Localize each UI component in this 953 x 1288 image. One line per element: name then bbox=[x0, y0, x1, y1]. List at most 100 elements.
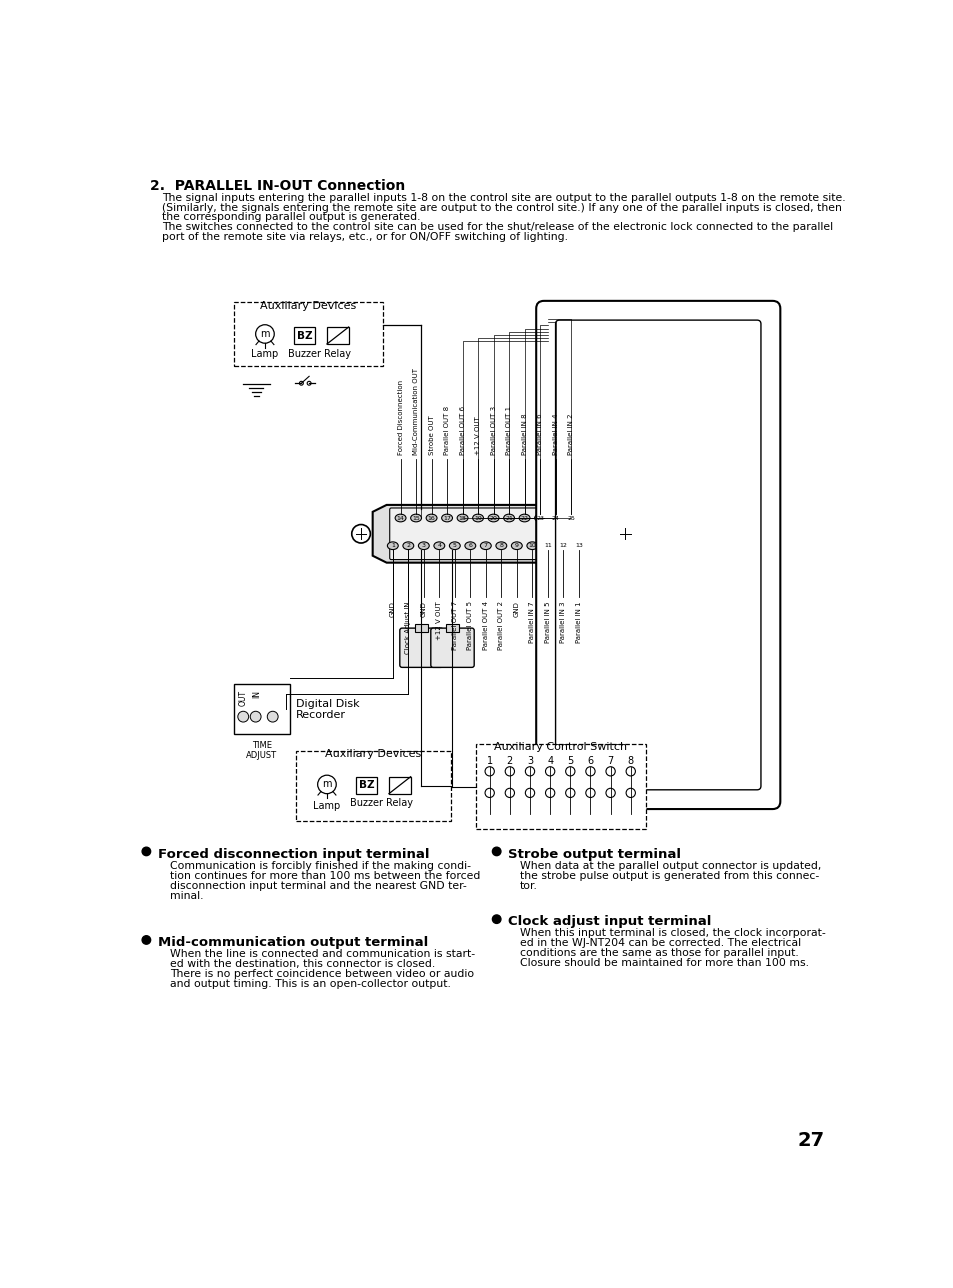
Text: Mid-Communication OUT: Mid-Communication OUT bbox=[413, 368, 418, 455]
Text: Parallel OUT 7: Parallel OUT 7 bbox=[452, 601, 457, 650]
Text: IN: IN bbox=[253, 690, 261, 698]
Ellipse shape bbox=[542, 542, 553, 550]
Text: Parallel IN 6: Parallel IN 6 bbox=[537, 413, 542, 455]
Text: 2: 2 bbox=[406, 544, 410, 549]
Ellipse shape bbox=[503, 514, 514, 522]
Circle shape bbox=[492, 914, 500, 923]
Text: port of the remote site via relays, etc., or for ON/OFF switching of lighting.: port of the remote site via relays, etc.… bbox=[162, 232, 567, 242]
Ellipse shape bbox=[472, 514, 483, 522]
Text: The signal inputs entering the parallel inputs 1-8 on the control site are outpu: The signal inputs entering the parallel … bbox=[162, 193, 844, 204]
Circle shape bbox=[142, 935, 151, 944]
Text: Parallel OUT 4: Parallel OUT 4 bbox=[482, 601, 488, 650]
FancyBboxPatch shape bbox=[399, 629, 443, 667]
Text: 1: 1 bbox=[486, 756, 493, 766]
Ellipse shape bbox=[387, 542, 397, 550]
Text: 12: 12 bbox=[558, 544, 567, 549]
FancyBboxPatch shape bbox=[431, 629, 474, 667]
Text: conditions are the same as those for parallel input.: conditions are the same as those for par… bbox=[519, 948, 798, 958]
Text: 8: 8 bbox=[627, 756, 633, 766]
Text: Lamp: Lamp bbox=[251, 349, 278, 359]
Text: When data at the parallel output connector is updated,: When data at the parallel output connect… bbox=[519, 860, 821, 871]
Circle shape bbox=[267, 711, 278, 723]
Text: Buzzer: Buzzer bbox=[350, 799, 382, 809]
Text: 24: 24 bbox=[551, 515, 559, 520]
Text: 8: 8 bbox=[498, 544, 503, 549]
Text: GND: GND bbox=[514, 601, 519, 617]
Ellipse shape bbox=[402, 542, 414, 550]
Text: 2.  PARALLEL IN-OUT Connection: 2. PARALLEL IN-OUT Connection bbox=[150, 179, 405, 193]
Ellipse shape bbox=[395, 514, 406, 522]
Ellipse shape bbox=[480, 542, 491, 550]
Text: 5: 5 bbox=[453, 544, 456, 549]
Text: tion continues for more than 100 ms between the forced: tion continues for more than 100 ms betw… bbox=[170, 871, 479, 881]
Text: Digital Disk
Recorder: Digital Disk Recorder bbox=[295, 698, 359, 720]
Text: BZ: BZ bbox=[296, 331, 312, 340]
Text: 23: 23 bbox=[536, 515, 543, 520]
Text: ed in the WJ-NT204 can be corrected. The electrical: ed in the WJ-NT204 can be corrected. The… bbox=[519, 939, 801, 948]
Bar bbox=[233, 303, 382, 366]
FancyBboxPatch shape bbox=[295, 751, 451, 820]
Text: Mid-communication output terminal: Mid-communication output terminal bbox=[158, 936, 428, 949]
Text: and output timing. This is an open-collector output.: and output timing. This is an open-colle… bbox=[170, 979, 450, 989]
Text: (Similarly, the signals entering the remote site are output to the control site.: (Similarly, the signals entering the rem… bbox=[162, 202, 841, 213]
Text: Lamp: Lamp bbox=[313, 801, 340, 811]
Text: Parallel OUT 3: Parallel OUT 3 bbox=[490, 406, 497, 455]
Text: OUT: OUT bbox=[238, 690, 248, 707]
Bar bbox=[446, 625, 458, 632]
Ellipse shape bbox=[410, 514, 421, 522]
Text: There is no perfect coincidence between video or audio: There is no perfect coincidence between … bbox=[170, 970, 474, 979]
Text: 17: 17 bbox=[443, 515, 451, 520]
Text: Closure should be maintained for more than 100 ms.: Closure should be maintained for more th… bbox=[519, 958, 808, 969]
Text: 2: 2 bbox=[506, 756, 513, 766]
Text: Parallel IN 1: Parallel IN 1 bbox=[576, 601, 581, 643]
Text: m: m bbox=[322, 779, 332, 790]
Text: GND: GND bbox=[420, 601, 426, 617]
Text: +12 V OUT: +12 V OUT bbox=[475, 416, 480, 455]
Text: 7: 7 bbox=[483, 544, 487, 549]
Text: When the line is connected and communication is start-: When the line is connected and communica… bbox=[170, 949, 475, 960]
Text: minal.: minal. bbox=[170, 891, 203, 900]
Text: Relay: Relay bbox=[324, 349, 351, 358]
Text: the strobe pulse output is generated from this connec-: the strobe pulse output is generated fro… bbox=[519, 871, 819, 881]
Ellipse shape bbox=[456, 514, 468, 522]
Bar bbox=[389, 777, 410, 793]
Text: ed with the destination, this connector is closed.: ed with the destination, this connector … bbox=[170, 960, 435, 969]
Text: Clock Adjust IN: Clock Adjust IN bbox=[405, 601, 411, 654]
Text: Parallel IN 3: Parallel IN 3 bbox=[559, 601, 566, 643]
Text: Parallel OUT 2: Parallel OUT 2 bbox=[497, 601, 504, 650]
Circle shape bbox=[237, 711, 249, 723]
Text: Strobe output terminal: Strobe output terminal bbox=[508, 848, 680, 860]
Text: m: m bbox=[260, 328, 270, 339]
Text: 27: 27 bbox=[797, 1131, 823, 1150]
Text: 4: 4 bbox=[546, 756, 553, 766]
Text: Parallel OUT 5: Parallel OUT 5 bbox=[467, 601, 473, 650]
Ellipse shape bbox=[565, 514, 576, 522]
Text: Buzzer: Buzzer bbox=[288, 349, 320, 358]
Text: 18: 18 bbox=[458, 515, 466, 520]
Ellipse shape bbox=[496, 542, 506, 550]
Ellipse shape bbox=[434, 542, 444, 550]
Text: Auxiliary Devices: Auxiliary Devices bbox=[325, 750, 421, 759]
Text: When this input terminal is closed, the clock incorporat-: When this input terminal is closed, the … bbox=[519, 929, 824, 939]
Bar bbox=[355, 777, 377, 793]
Text: 3: 3 bbox=[421, 544, 425, 549]
Ellipse shape bbox=[550, 514, 560, 522]
Text: 21: 21 bbox=[504, 515, 513, 520]
Text: 20: 20 bbox=[489, 515, 497, 520]
Text: TIME
ADJUST: TIME ADJUST bbox=[246, 741, 277, 760]
Bar bbox=[233, 684, 290, 734]
Text: Forced disconnection input terminal: Forced disconnection input terminal bbox=[158, 848, 429, 860]
Text: the corresponding parallel output is generated.: the corresponding parallel output is gen… bbox=[162, 213, 420, 223]
Text: 16: 16 bbox=[427, 515, 435, 520]
Ellipse shape bbox=[526, 542, 537, 550]
Ellipse shape bbox=[464, 542, 476, 550]
Text: 5: 5 bbox=[567, 756, 573, 766]
Text: 6: 6 bbox=[468, 544, 472, 549]
FancyBboxPatch shape bbox=[390, 507, 596, 559]
Text: 14: 14 bbox=[396, 515, 404, 520]
Text: Parallel OUT 8: Parallel OUT 8 bbox=[443, 406, 450, 455]
Ellipse shape bbox=[518, 514, 530, 522]
Text: BZ: BZ bbox=[358, 781, 374, 791]
Text: 11: 11 bbox=[543, 544, 551, 549]
Text: GND: GND bbox=[390, 601, 395, 617]
